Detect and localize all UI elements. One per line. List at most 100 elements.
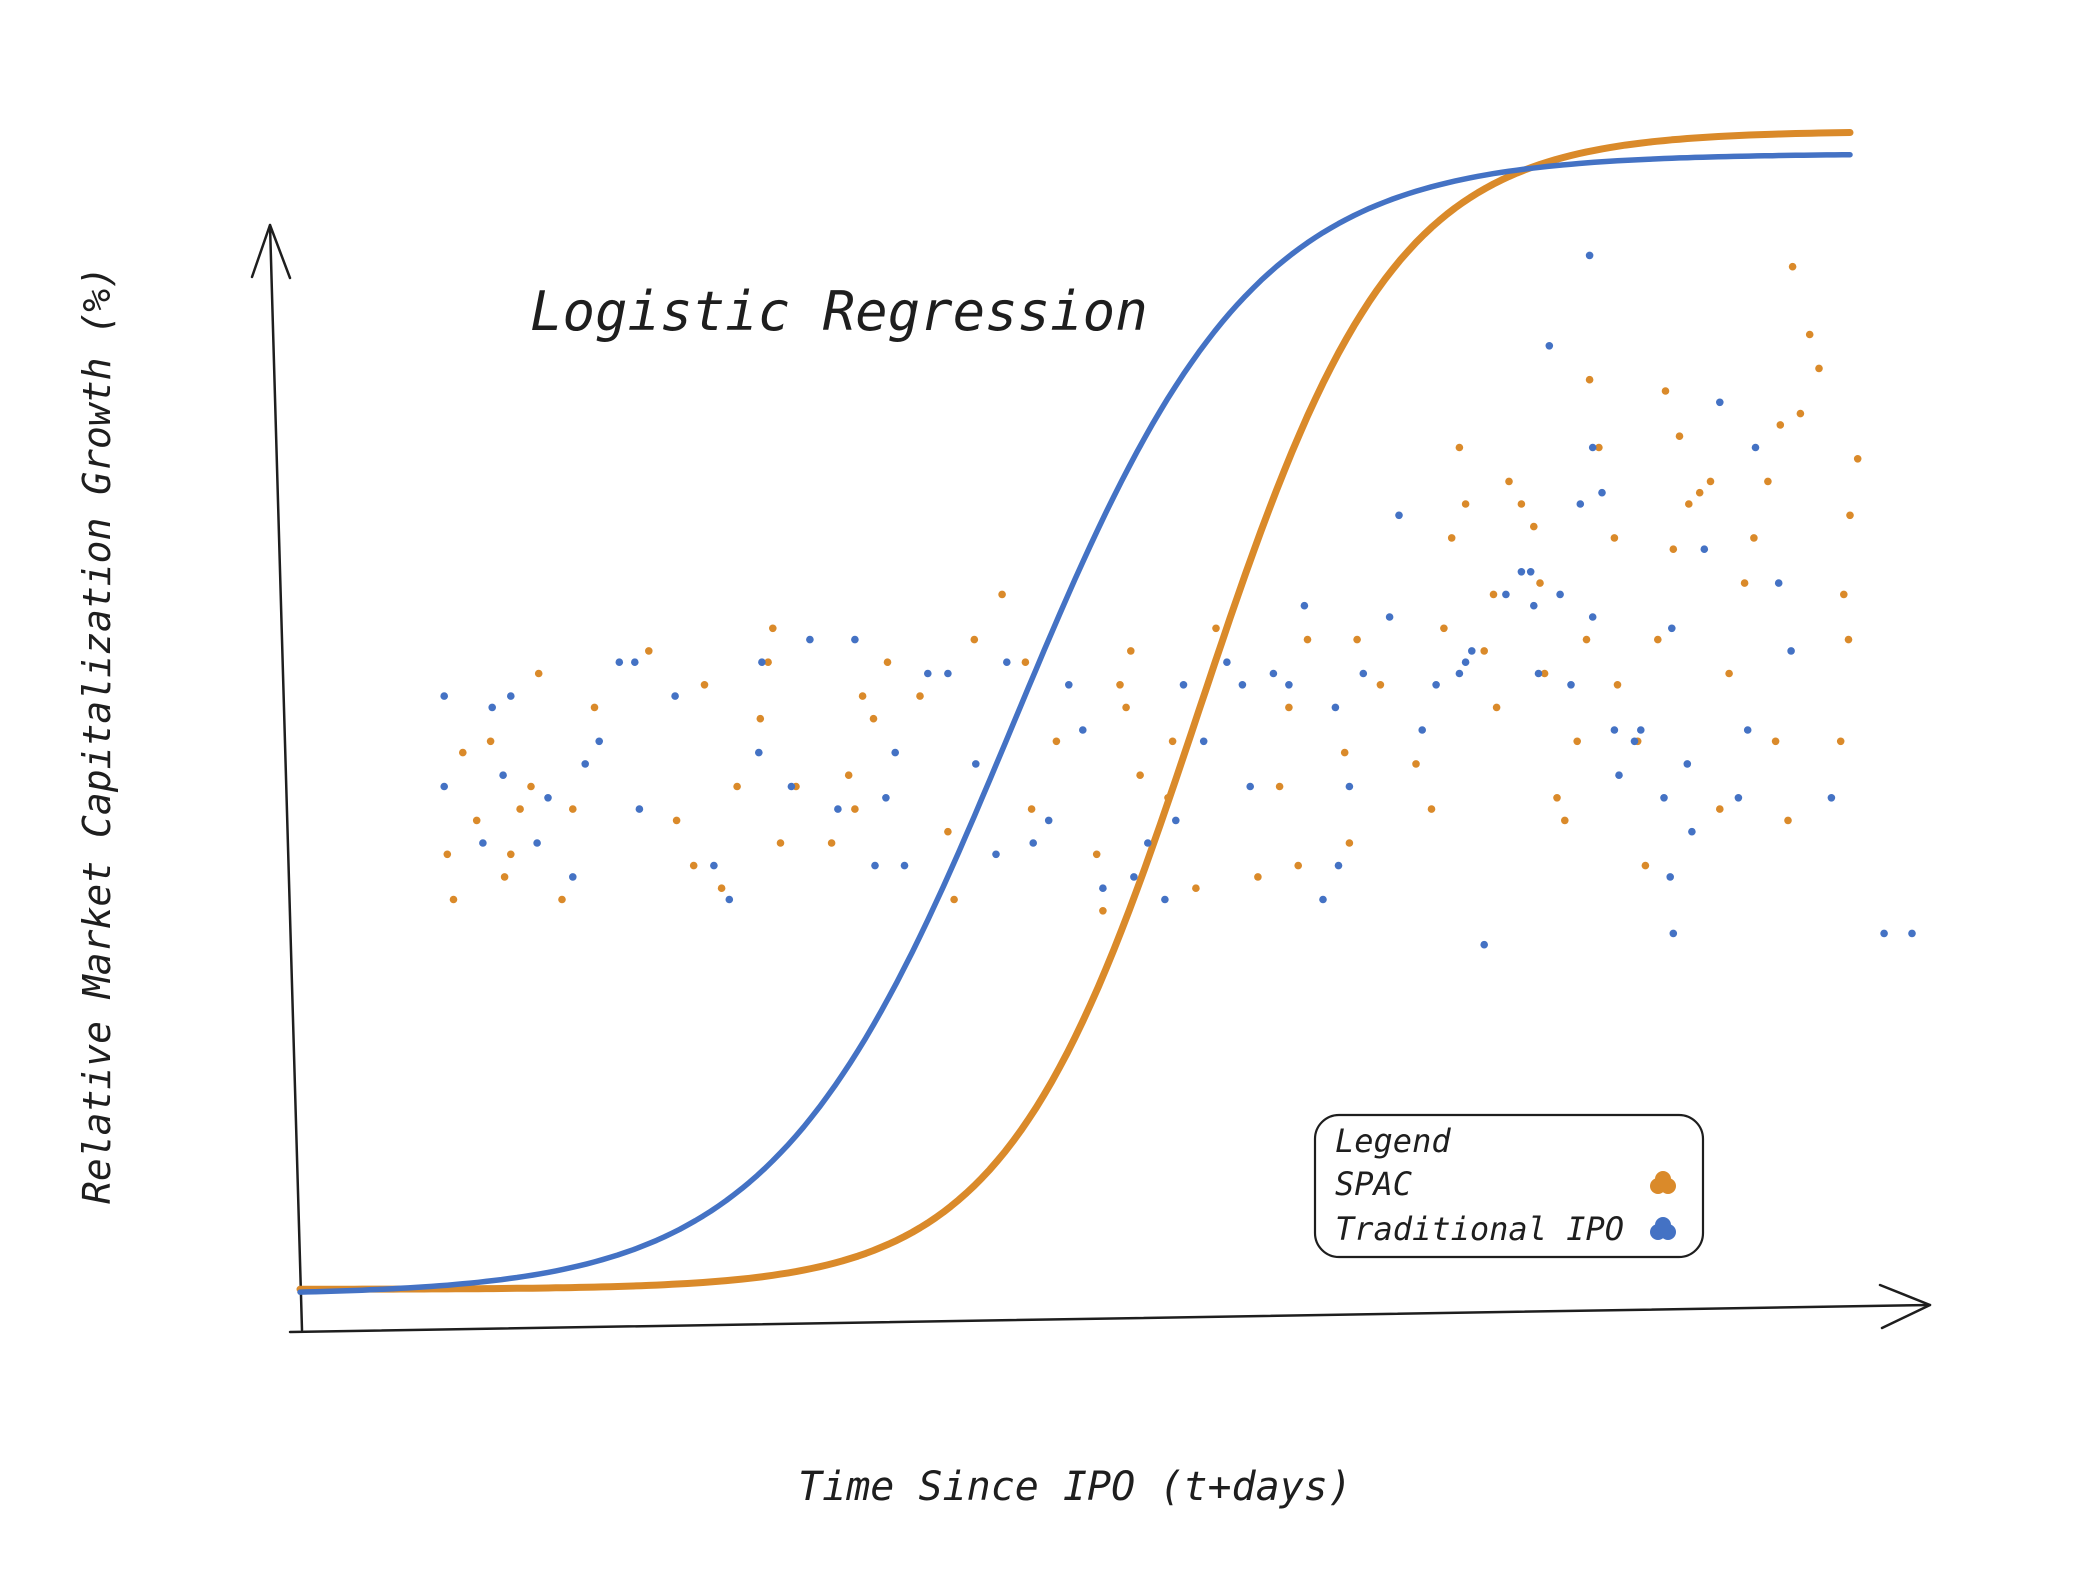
point-traditional-ipo <box>1787 647 1795 655</box>
point-traditional-ipo <box>944 669 952 678</box>
point-traditional-ipo <box>1144 839 1152 847</box>
point-spac <box>1294 861 1302 870</box>
point-spac <box>1836 737 1845 746</box>
point-spac <box>1127 647 1135 655</box>
point-spac <box>916 692 924 700</box>
point-traditional-ipo <box>1567 681 1575 689</box>
point-spac <box>1427 805 1436 813</box>
point-traditional-ipo <box>1331 703 1340 712</box>
point-spac <box>1353 635 1361 644</box>
point-spac <box>1776 421 1785 429</box>
point-traditional-ipo <box>595 737 603 746</box>
legend-box <box>1313 1113 1705 1259</box>
y-axis-line <box>268 223 304 1332</box>
point-spac <box>1027 805 1036 813</box>
point-traditional-ipo <box>1688 827 1696 836</box>
point-traditional-ipo <box>488 703 497 712</box>
point-traditional-ipo <box>758 658 766 666</box>
point-spac <box>764 658 772 666</box>
point-spac <box>756 714 765 723</box>
point-traditional-ipo <box>1319 895 1327 904</box>
point-traditional-ipo <box>1668 624 1676 633</box>
point-traditional-ipo <box>1827 794 1836 802</box>
point-spac <box>486 737 495 746</box>
point-traditional-ipo <box>1246 782 1254 791</box>
point-spac <box>1695 488 1704 497</box>
point-traditional-ipo <box>1666 873 1674 881</box>
point-spac <box>1675 432 1684 441</box>
point-spac <box>1844 635 1853 644</box>
point-spac <box>1553 794 1561 802</box>
point-traditional-ipo <box>479 839 487 847</box>
point-spac <box>1480 647 1488 655</box>
point-traditional-ipo <box>1269 669 1278 678</box>
point-traditional-ipo <box>1161 895 1169 904</box>
point-traditional-ipo <box>1556 590 1564 599</box>
point-traditional-ipo <box>1585 251 1594 260</box>
y-axis-label: Relative Market Capitalization Growth (%… <box>75 266 119 1204</box>
point-spac <box>1440 624 1448 633</box>
point-spac <box>1192 884 1200 892</box>
legend-swatch-spac <box>1650 1171 1676 1194</box>
point-traditional-ipo <box>1432 681 1440 689</box>
point-spac <box>558 895 566 904</box>
legend: Legend SPAC Traditional IPO <box>1313 1113 1705 1259</box>
point-spac <box>1840 590 1848 599</box>
point-spac <box>689 861 698 870</box>
point-spac <box>1610 534 1619 542</box>
point-spac <box>1540 669 1549 678</box>
point-spac <box>1461 500 1470 508</box>
point-traditional-ipo <box>1517 568 1526 576</box>
point-traditional-ipo <box>671 692 679 700</box>
point-traditional-ipo <box>1468 647 1476 655</box>
x-axis-label: Time Since IPO (t+days) <box>798 1464 1352 1510</box>
point-spac <box>472 816 481 825</box>
point-traditional-ipo <box>1576 500 1585 508</box>
point-traditional-ipo <box>1610 726 1619 734</box>
point-spac <box>516 805 524 813</box>
point-spac <box>1136 771 1144 779</box>
point-traditional-ipo <box>1734 794 1743 802</box>
point-traditional-ipo <box>1502 590 1510 599</box>
point-traditional-ipo <box>755 748 763 757</box>
point-spac <box>1530 522 1538 531</box>
point-traditional-ipo <box>440 782 449 791</box>
point-spac <box>1764 477 1772 486</box>
point-spac <box>858 692 867 700</box>
point-traditional-ipo <box>1630 737 1639 746</box>
point-traditional-ipo <box>1588 443 1597 452</box>
point-spac <box>1595 443 1603 452</box>
point-spac <box>1099 907 1107 915</box>
point-spac <box>1212 624 1220 633</box>
point-spac <box>1340 748 1349 757</box>
point-traditional-ipo <box>900 861 909 870</box>
point-traditional-ipo <box>1530 601 1538 610</box>
point-spac <box>1706 477 1715 486</box>
point-spac <box>1492 703 1501 712</box>
point-spac <box>1303 635 1312 644</box>
point-spac <box>851 805 859 813</box>
point-traditional-ipo <box>1029 839 1037 847</box>
point-traditional-ipo <box>1660 794 1668 802</box>
point-traditional-ipo <box>882 794 890 802</box>
point-traditional-ipo <box>1238 681 1247 689</box>
point-traditional-ipo <box>725 895 734 904</box>
point-spac <box>534 669 543 678</box>
point-traditional-ipo <box>1615 771 1623 779</box>
point-traditional-ipo <box>1774 579 1783 587</box>
point-spac <box>1805 330 1814 339</box>
point-traditional-ipo <box>834 805 842 813</box>
point-spac <box>1536 579 1544 587</box>
point-traditional-ipo <box>710 861 718 870</box>
point-spac <box>1116 681 1124 689</box>
point-traditional-ipo <box>1598 488 1606 497</box>
point-spac <box>1275 782 1284 791</box>
point-traditional-ipo <box>581 760 589 768</box>
point-spac <box>1561 816 1569 825</box>
point-spac <box>1740 579 1749 587</box>
point-spac <box>1168 737 1177 746</box>
point-traditional-ipo <box>507 692 515 700</box>
point-traditional-ipo <box>1908 929 1916 938</box>
point-spac <box>1021 658 1030 666</box>
y-axis-arrowhead <box>250 223 292 280</box>
